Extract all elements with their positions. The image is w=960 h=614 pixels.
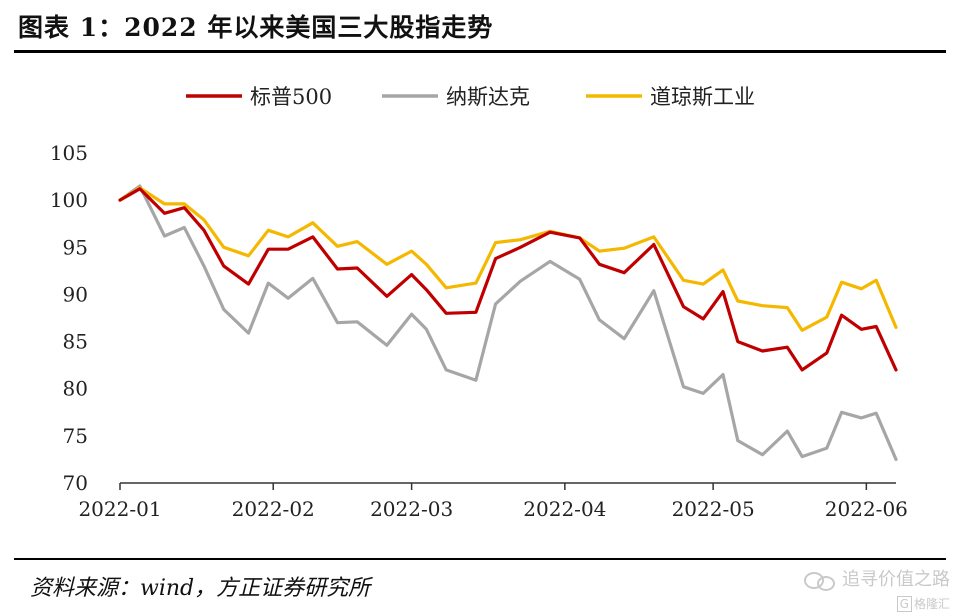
title-rule (14, 50, 946, 53)
y-tick-label: 90 (63, 282, 88, 306)
y-tick-label: 80 (63, 377, 88, 401)
x-tick-label: 2022-06 (825, 497, 908, 521)
x-tick-label: 2022-03 (370, 497, 453, 521)
y-tick-label: 75 (63, 424, 88, 448)
series-line-2 (118, 186, 898, 332)
y-tick-label: 85 (63, 330, 88, 354)
footer-rule (14, 558, 946, 560)
y-tick-label: 95 (63, 235, 88, 259)
x-tick-label: 2022-05 (672, 497, 755, 521)
watermark-sub-text: 格隆汇 (913, 597, 950, 611)
wechat-icon (804, 570, 838, 591)
watermark-text: 追寻价值之路 (842, 569, 950, 590)
source-note: 资料来源：wind，方正证券研究所 (30, 576, 371, 601)
y-tick-label: 100 (50, 188, 88, 212)
y-axis: 70 75 80 85 90 95 100 105 (50, 141, 88, 495)
x-tick-label: 2022-02 (232, 497, 315, 521)
figure-title: 图表 1：2022 年以来美国三大股指走势 (18, 13, 494, 42)
y-tick-label: 70 (63, 471, 88, 495)
watermark: 追寻价值之路 G 格隆汇 (804, 565, 950, 612)
gelonghui-logo-icon: G (896, 596, 912, 612)
legend-label-2: 道琼斯工业 (650, 85, 755, 109)
line-chart: 标普500 纳斯达克 道琼斯工业 70 75 80 85 90 95 100 105 2022-0… (50, 85, 908, 521)
x-axis: 2022-01 2022-02 2022-03 2022-04 2022-05 2022-… (78, 482, 908, 521)
legend: 标普500 纳斯达克 道琼斯工业 (186, 85, 755, 109)
legend-label-0: 标普500 (250, 85, 332, 109)
series-line-0 (118, 187, 898, 372)
series-lines (118, 184, 898, 461)
legend-label-1: 纳斯达克 (446, 85, 530, 109)
x-tick-label: 2022-04 (523, 497, 606, 521)
y-tick-label: 105 (50, 141, 88, 165)
x-tick-label: 2022-01 (78, 497, 161, 521)
series-line-1 (118, 184, 898, 461)
